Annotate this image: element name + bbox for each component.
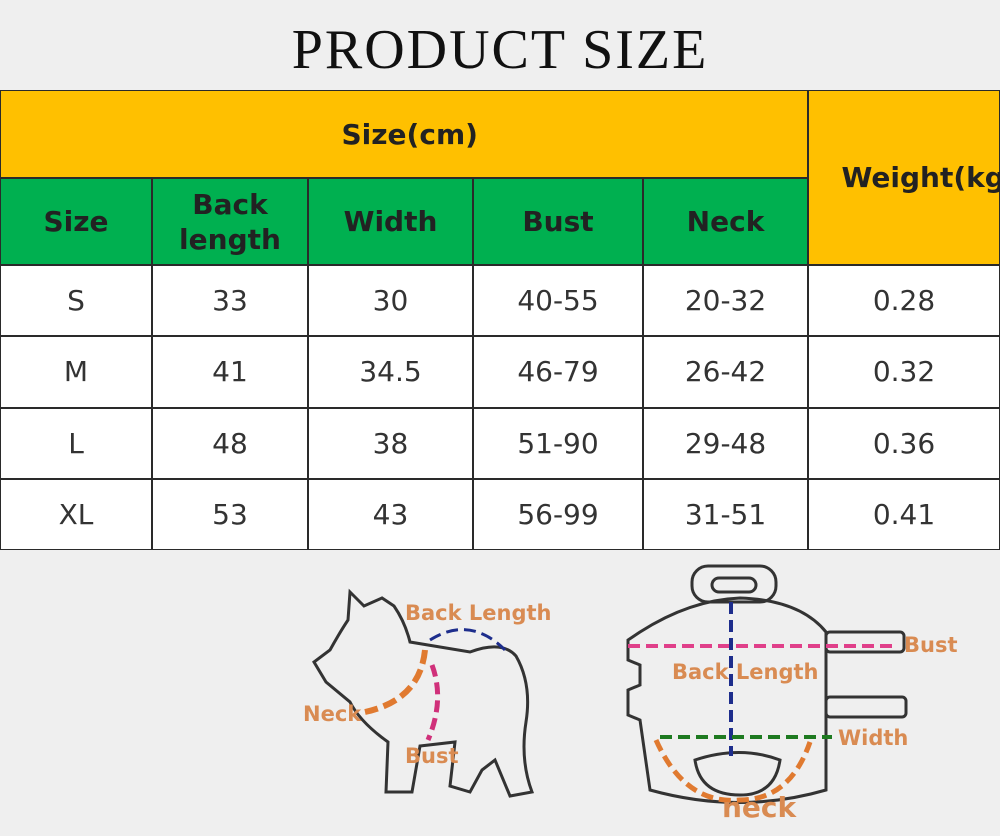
column-header-text: Width xyxy=(343,205,438,238)
table-cell-text: 34.5 xyxy=(359,355,422,389)
neck-hole xyxy=(693,751,782,797)
table-cell-text: L xyxy=(68,426,84,460)
harness-handle-hole xyxy=(710,576,758,594)
table-cell-text: 30 xyxy=(372,284,409,318)
table-cell: L xyxy=(0,407,152,479)
table-cell-text: 43 xyxy=(372,497,409,531)
table-cell: XL xyxy=(0,478,152,550)
neck-line xyxy=(364,649,428,715)
strap xyxy=(824,630,906,654)
table-cell: 56-99 xyxy=(473,478,643,550)
neck-line xyxy=(653,738,813,803)
harness-body xyxy=(626,596,828,804)
table-cell: 0.28 xyxy=(808,265,1000,337)
table-cell: 46-79 xyxy=(473,336,643,408)
table-cell-text: 0.36 xyxy=(872,426,936,460)
table-cell-text: 53 xyxy=(212,497,248,531)
table-cell: 53 xyxy=(152,478,308,550)
column-header: Bust xyxy=(473,178,643,265)
table-cell-text: 29-48 xyxy=(684,426,767,460)
bust-line xyxy=(425,664,441,741)
table-cell-text: 41 xyxy=(212,355,248,389)
column-header-text: Neck xyxy=(686,205,765,238)
table-cell-text: 0.41 xyxy=(872,497,936,531)
table-cell: 0.36 xyxy=(808,407,1000,479)
column-header: Width xyxy=(308,178,473,265)
back-line xyxy=(429,628,507,652)
dog-label: Bust xyxy=(405,744,459,768)
table-cell-text: 0.32 xyxy=(872,355,936,389)
table-cell: 20-32 xyxy=(643,265,808,337)
strap xyxy=(824,695,908,719)
table-cell: 40-55 xyxy=(473,265,643,337)
harness-diagram: Bust Back Length Width neck xyxy=(626,564,958,824)
title: PRODUCT SIZE xyxy=(291,19,709,81)
group-header: Size(cm) xyxy=(0,90,808,178)
table-cell-text: 38 xyxy=(372,426,409,460)
table-cell-text: 46-79 xyxy=(517,355,599,389)
column-header-text: Bust xyxy=(522,205,594,238)
group-header-text: Size(cm) xyxy=(341,117,478,151)
table-cell-text: 0.28 xyxy=(872,284,936,318)
table-cell: 30 xyxy=(308,265,473,337)
table-cell-text: S xyxy=(67,284,85,318)
table-cell-text: 56-99 xyxy=(517,497,599,531)
table-cell-text: 26-42 xyxy=(684,355,767,389)
table-cell: 33 xyxy=(152,265,308,337)
table-cell-text: 40-55 xyxy=(517,284,599,318)
table-cell: 38 xyxy=(308,407,473,479)
column-header-text: Size xyxy=(43,205,109,238)
table-cell-text: 51-90 xyxy=(517,426,599,460)
table-cell: 51-90 xyxy=(473,407,643,479)
table-cell: 31-51 xyxy=(643,478,808,550)
table-cell: S xyxy=(0,265,152,337)
table-cell: 34.5 xyxy=(308,336,473,408)
dog-label: Neck xyxy=(303,702,362,726)
column-header-text: Back length xyxy=(179,187,281,256)
harness-label: Back Length xyxy=(672,660,819,684)
harness-handle xyxy=(690,564,778,604)
dog-outline xyxy=(312,588,535,798)
table-cell-text: M xyxy=(63,355,89,389)
table-cell: 48 xyxy=(152,407,308,479)
table-cell-text: 48 xyxy=(212,426,248,460)
table-cell: 29-48 xyxy=(643,407,808,479)
table-cell: 0.32 xyxy=(808,336,1000,408)
column-header: Neck xyxy=(643,178,808,265)
table-cell: 0.41 xyxy=(808,478,1000,550)
table-cell-text: 33 xyxy=(212,284,248,318)
column-header: Size xyxy=(0,178,152,265)
column-header: Back length xyxy=(152,178,308,265)
table-cell: 26-42 xyxy=(643,336,808,408)
harness-label: neck xyxy=(722,791,798,824)
table-cell-text: 20-32 xyxy=(684,284,767,318)
table-cell: 41 xyxy=(152,336,308,408)
table-cell: M xyxy=(0,336,152,408)
table-cell: 43 xyxy=(308,478,473,550)
harness-label: Width xyxy=(838,726,908,750)
table-cell-text: 31-51 xyxy=(684,497,767,531)
table-cell-text: XL xyxy=(58,497,94,531)
dog-label: Back Length xyxy=(405,601,552,625)
harness-label: Bust xyxy=(904,633,958,657)
dog-diagram: Back Length Neck Bust xyxy=(303,588,552,798)
